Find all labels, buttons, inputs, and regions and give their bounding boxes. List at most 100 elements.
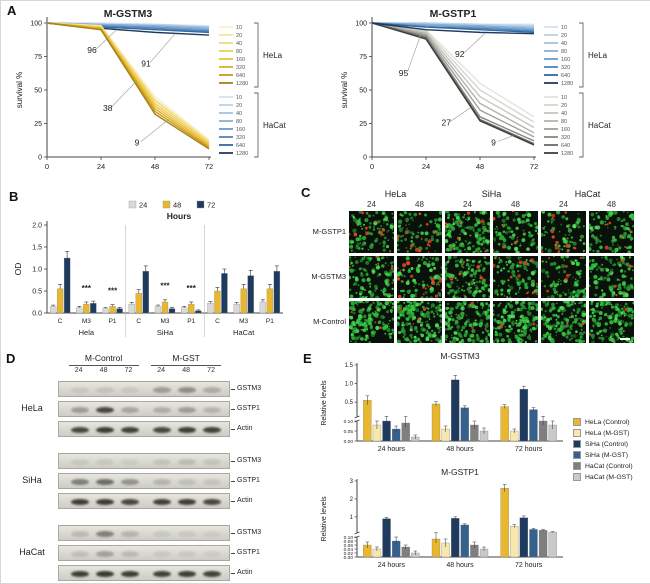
y-axis-label: Relative levels (321, 380, 328, 426)
svg-text:C: C (136, 318, 141, 325)
x-category-label: 48 hours (446, 446, 474, 453)
blot-band (178, 551, 197, 557)
micrograph-M-GSTM3-col0 (349, 256, 394, 298)
svg-text:1.5: 1.5 (345, 363, 354, 369)
blot-band (120, 407, 139, 413)
chart-title: M-GSTP1 (441, 467, 479, 477)
svg-text:1.0: 1.0 (345, 382, 354, 388)
svg-text:160: 160 (561, 57, 570, 63)
svg-text:40: 40 (561, 41, 567, 47)
col-time-HaCat-24: 24 (559, 200, 568, 209)
svg-text:10: 10 (561, 95, 567, 101)
annotation-9: 9 (491, 138, 496, 148)
blot-strip-HaCat-GSTP1 (58, 545, 230, 561)
bar-72h-3 (142, 271, 149, 314)
legend-group-HaCat: HaCat (588, 121, 611, 130)
bar-48h-6 (214, 290, 221, 314)
legend-item-hacat-control-: HaCat (Control) (573, 462, 649, 470)
legend-label: HaCat (Control) (585, 462, 633, 470)
col-group-HaCat: HaCat (574, 189, 601, 199)
micrograph-M-GSTM3-col2 (445, 256, 490, 298)
svg-text:640: 640 (236, 73, 245, 79)
blot-band (203, 531, 222, 537)
svg-text:100: 100 (30, 21, 42, 28)
legend-bracket (254, 92, 259, 158)
svg-text:0.05: 0.05 (344, 429, 354, 435)
row-label-M-GSTP1: M-GSTP1 (312, 227, 346, 236)
col-group-HeLa: HeLa (384, 189, 407, 199)
bar-SiHa (M-GST)-2 (529, 409, 538, 442)
blot-band (70, 479, 89, 485)
svg-text:320: 320 (561, 135, 570, 141)
bar-SiHa (Control)-0 (382, 518, 391, 558)
svg-text:75: 75 (359, 54, 367, 61)
blot-group-header-M-GST: M-GST (172, 353, 200, 363)
lane-label-M-GST-24: 24 (157, 367, 166, 374)
e-legend: HeLa (Control) HeLa (M-GST) SiHa (Control)… (573, 415, 649, 484)
series-HeLa-80 (46, 22, 210, 145)
svg-text:0.10: 0.10 (344, 535, 354, 541)
bar-SiHa (M-GST)-1 (460, 407, 469, 442)
series-HaCat-320 (371, 22, 535, 142)
svg-text:P1: P1 (266, 318, 274, 325)
bar-HaCat (Control)-2 (538, 530, 548, 558)
sig-mark: *** (108, 287, 118, 296)
group-label-Hela: Hela (79, 328, 95, 337)
svg-text:1.0: 1.0 (32, 267, 42, 274)
legend-swatch-72 (196, 200, 205, 209)
annotation-38: 38 (103, 103, 113, 113)
svg-text:24: 24 (97, 162, 105, 171)
legend-swatch-48 (162, 200, 171, 209)
bar-24h-8 (259, 301, 267, 314)
svg-text:0.5: 0.5 (345, 400, 354, 406)
chart-title: M-GSTP1 (430, 8, 477, 20)
series-HaCat-10 (371, 22, 535, 118)
svg-text:1: 1 (350, 515, 354, 521)
blot-band (178, 407, 197, 413)
bar-SiHa (M-GST)-1 (460, 524, 469, 558)
survival-chart-gstp1: M-GSTP1 0 25 50 75 100 0 24 48 72 survival % 95 92 27… (336, 5, 650, 187)
cell-line-label-SiHa: SiHa (22, 475, 42, 485)
svg-text:40: 40 (236, 41, 242, 47)
blot-band (120, 427, 139, 433)
legend-item-hela-m-gst-: HeLa (M-GST) (573, 429, 649, 437)
micrograph-M-GSTM3-col5 (589, 256, 634, 298)
blot-band (95, 427, 114, 433)
blot-band (95, 387, 114, 393)
blot-band (70, 407, 89, 413)
svg-text:0.5: 0.5 (32, 289, 42, 296)
group-label-SiHa: SiHa (157, 328, 174, 337)
bar-48h-0 (56, 288, 64, 314)
bar-24h-6 (207, 303, 214, 314)
blot-band (95, 459, 114, 465)
chart-title: M-GSTM3 (440, 351, 479, 361)
annotation-9: 9 (135, 138, 140, 148)
row-label-M-GSTM3: M-GSTM3 (311, 272, 346, 281)
bar-HeLa (M-GST)-2 (510, 526, 519, 558)
bar-HeLa (Control)-2 (500, 406, 509, 442)
col-time-SiHa-24: 24 (463, 200, 472, 209)
svg-text:M3: M3 (239, 318, 248, 325)
svg-text:1280: 1280 (561, 81, 573, 87)
legend-swatch (573, 473, 581, 481)
series-HeLa-1280 (371, 22, 535, 35)
bar-24h-2 (102, 308, 109, 314)
series-HeLa-160 (46, 22, 210, 146)
bar-HeLa (Control)-2 (500, 488, 509, 558)
blot-target-label-GSTP1: GSTP1 (237, 477, 260, 484)
bar-72h-1 (90, 303, 97, 314)
legend-item-siha-m-gst-: SiHa (M-GST) (573, 451, 649, 459)
blot-band (120, 531, 139, 537)
chart-title: M-GSTM3 (104, 8, 153, 20)
annotation-91: 91 (141, 59, 151, 69)
legend-swatch-24 (128, 200, 137, 209)
svg-text:160: 160 (236, 57, 245, 63)
x-category-label: 24 hours (378, 446, 406, 453)
svg-text:0: 0 (38, 155, 42, 162)
blot-strip-HaCat-GSTM3 (58, 525, 230, 541)
micrograph-M-GSTP1-col3 (493, 211, 538, 253)
svg-text:160: 160 (236, 127, 245, 133)
blot-band (153, 499, 172, 505)
bar-24h-5 (181, 307, 188, 314)
legend-bracket (254, 22, 259, 88)
